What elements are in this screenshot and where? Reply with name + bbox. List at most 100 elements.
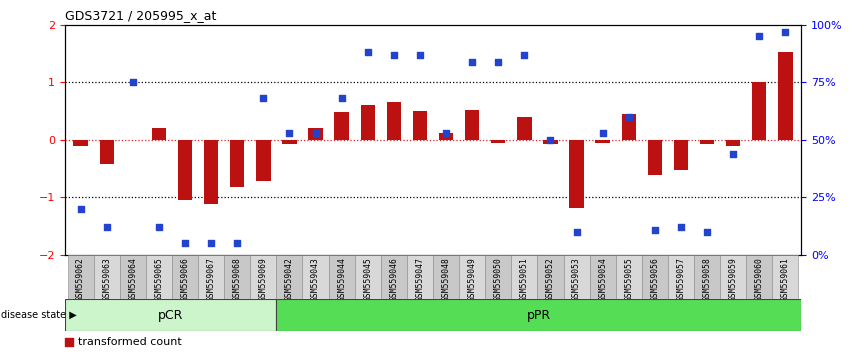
Text: GSM559052: GSM559052 bbox=[546, 257, 555, 301]
Point bbox=[727, 151, 740, 156]
Bar bbox=[360, 105, 375, 140]
Text: GSM559046: GSM559046 bbox=[390, 257, 398, 301]
Bar bbox=[172, 255, 198, 299]
Bar bbox=[407, 255, 433, 299]
Point bbox=[361, 50, 375, 55]
Text: GSM559069: GSM559069 bbox=[259, 257, 268, 301]
Point bbox=[100, 224, 113, 230]
Bar bbox=[694, 255, 721, 299]
Point bbox=[700, 229, 714, 235]
Text: GSM559060: GSM559060 bbox=[755, 257, 764, 301]
Bar bbox=[74, 140, 87, 145]
Text: disease state ▶: disease state ▶ bbox=[1, 310, 76, 320]
Bar bbox=[752, 82, 766, 140]
Text: transformed count: transformed count bbox=[78, 337, 182, 348]
Point bbox=[779, 29, 792, 35]
Text: GSM559056: GSM559056 bbox=[650, 257, 659, 301]
Bar bbox=[485, 255, 511, 299]
Point bbox=[517, 52, 531, 57]
Point bbox=[439, 130, 453, 136]
Bar bbox=[152, 128, 166, 140]
Bar bbox=[230, 140, 244, 187]
Bar bbox=[459, 255, 485, 299]
Bar bbox=[250, 255, 276, 299]
Text: pPR: pPR bbox=[527, 309, 551, 321]
Bar bbox=[779, 52, 792, 140]
Point bbox=[178, 241, 192, 246]
Bar bbox=[302, 255, 328, 299]
Text: GSM559055: GSM559055 bbox=[624, 257, 633, 301]
Bar bbox=[674, 140, 688, 170]
Text: GDS3721 / 205995_x_at: GDS3721 / 205995_x_at bbox=[65, 9, 216, 22]
Point bbox=[544, 137, 558, 143]
Text: GSM559067: GSM559067 bbox=[207, 257, 216, 301]
Text: GSM559044: GSM559044 bbox=[337, 257, 346, 301]
Bar bbox=[511, 255, 538, 299]
Text: GSM559045: GSM559045 bbox=[363, 257, 372, 301]
Text: GSM559047: GSM559047 bbox=[416, 257, 424, 301]
Bar bbox=[746, 255, 772, 299]
Point bbox=[491, 59, 505, 64]
Bar bbox=[616, 255, 642, 299]
Text: GSM559042: GSM559042 bbox=[285, 257, 294, 301]
Text: GSM559062: GSM559062 bbox=[76, 257, 85, 301]
Text: GSM559043: GSM559043 bbox=[311, 257, 320, 301]
Point bbox=[230, 241, 244, 246]
Text: GSM559049: GSM559049 bbox=[468, 257, 476, 301]
Point bbox=[753, 33, 766, 39]
Bar bbox=[256, 140, 270, 181]
Bar bbox=[700, 140, 714, 144]
Text: pCR: pCR bbox=[158, 309, 184, 321]
Bar bbox=[543, 140, 558, 144]
Point bbox=[126, 79, 139, 85]
Bar bbox=[491, 140, 506, 143]
Point bbox=[460, 38, 474, 43]
Point bbox=[152, 224, 166, 230]
Bar bbox=[120, 255, 145, 299]
Bar bbox=[198, 255, 224, 299]
Point bbox=[282, 130, 296, 136]
Bar bbox=[517, 117, 532, 140]
Bar bbox=[439, 133, 453, 140]
Point bbox=[674, 224, 688, 230]
Bar bbox=[308, 128, 323, 140]
Point bbox=[204, 241, 218, 246]
Bar bbox=[413, 111, 427, 140]
Point bbox=[308, 130, 322, 136]
Point bbox=[460, 259, 474, 265]
Bar bbox=[276, 255, 302, 299]
Point bbox=[387, 52, 401, 57]
Bar bbox=[224, 255, 250, 299]
Bar bbox=[178, 140, 192, 200]
Text: GSM559057: GSM559057 bbox=[676, 257, 686, 301]
Bar bbox=[433, 255, 459, 299]
Text: GSM559053: GSM559053 bbox=[572, 257, 581, 301]
Text: GSM559058: GSM559058 bbox=[702, 257, 712, 301]
Point bbox=[74, 206, 87, 212]
Bar bbox=[282, 140, 297, 144]
Bar bbox=[772, 255, 798, 299]
Bar bbox=[94, 255, 120, 299]
Text: GSM559048: GSM559048 bbox=[442, 257, 450, 301]
Bar bbox=[596, 140, 610, 143]
Point bbox=[622, 114, 636, 120]
Bar bbox=[68, 255, 94, 299]
Bar bbox=[381, 255, 407, 299]
Bar bbox=[145, 255, 172, 299]
Point bbox=[256, 96, 270, 101]
Bar bbox=[642, 255, 668, 299]
Bar bbox=[538, 255, 564, 299]
Bar bbox=[721, 255, 746, 299]
Bar bbox=[648, 140, 662, 176]
Bar bbox=[204, 140, 218, 204]
Bar bbox=[276, 299, 801, 331]
Bar bbox=[622, 114, 636, 140]
Text: GSM559050: GSM559050 bbox=[494, 257, 503, 301]
Point bbox=[570, 229, 584, 235]
Text: GSM559068: GSM559068 bbox=[233, 257, 242, 301]
Bar bbox=[328, 255, 355, 299]
Text: GSM559059: GSM559059 bbox=[728, 257, 738, 301]
Bar bbox=[590, 255, 616, 299]
Text: GSM559051: GSM559051 bbox=[520, 257, 529, 301]
Point bbox=[335, 96, 349, 101]
